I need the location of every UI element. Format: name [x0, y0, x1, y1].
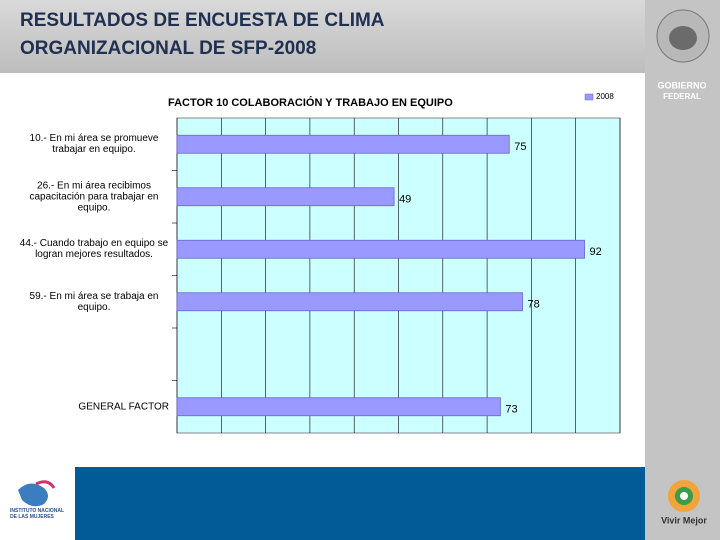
- data-label: 75: [514, 141, 526, 153]
- data-label: 73: [505, 404, 517, 416]
- emblem-eagle: [669, 26, 697, 50]
- y-tick-label: 10.- En mi área se promueve trabajar en …: [29, 133, 159, 156]
- vivir-logo: [680, 492, 688, 500]
- inmujeres-logo: [35, 480, 56, 489]
- y-tick-label: GENERAL FACTOR: [78, 401, 169, 413]
- slide-title: ORGANIZACIONAL DE SFP-2008: [20, 38, 316, 59]
- y-tick-label: 26.- En mi área recibimos capacitación p…: [29, 180, 159, 214]
- y-tick-label: 44.- Cuando trabajo en equipo se logran …: [19, 238, 169, 261]
- bar: [176, 397, 501, 417]
- inmujeres-logo: [18, 483, 48, 507]
- bar: [176, 187, 395, 207]
- slide-title: RESULTADOS DE ENCUESTA DE CLIMA: [20, 10, 385, 31]
- chart-title: FACTOR 10 COLABORACIÓN Y TRABAJO EN EQUI…: [168, 96, 453, 109]
- bar: [176, 239, 585, 259]
- footer-band: [75, 467, 645, 540]
- legend-label: 2008: [596, 92, 614, 101]
- data-label: 92: [590, 246, 602, 258]
- bar: [176, 292, 523, 312]
- logo-text: INSTITUTO NACIONAL DE LAS MUJERES: [10, 508, 64, 520]
- data-label: 78: [528, 299, 540, 311]
- bar: [176, 134, 510, 154]
- y-tick-label: 59.- En mi área se trabaja en equipo.: [29, 290, 159, 313]
- data-label: 49: [399, 194, 411, 206]
- header-band: [0, 0, 645, 73]
- logo-text: Vivir Mejor: [661, 515, 707, 525]
- side-band: [645, 0, 720, 540]
- logo-text: GOBIERNO: [657, 80, 706, 90]
- logo-text: FEDERAL: [663, 92, 701, 101]
- logo-caption: INSTITUTO NACIONAL DE LAS MUJERES: [10, 508, 64, 520]
- legend-swatch: [584, 93, 594, 101]
